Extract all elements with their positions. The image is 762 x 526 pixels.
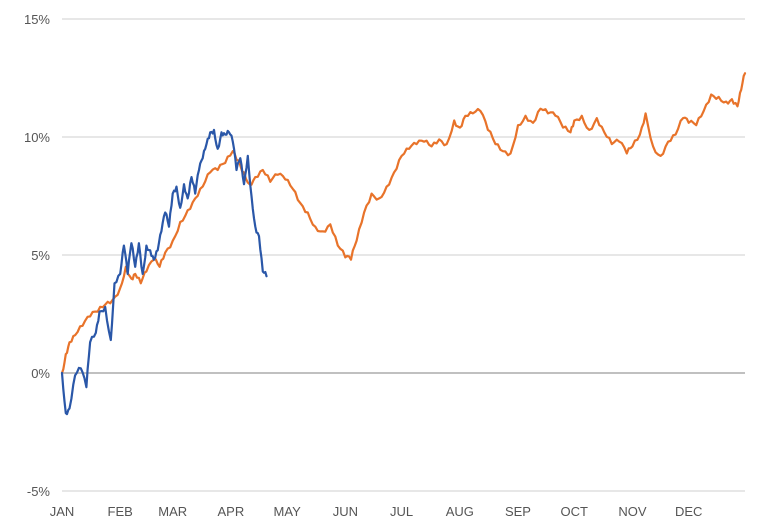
x-tick-label: MAY: [274, 504, 302, 519]
y-tick-label: 5%: [31, 248, 50, 263]
x-axis-ticks: JAN FEB MAR APR MAY JUN JUL AUG SEP OCT NOV DEC: [50, 504, 703, 519]
x-tick-label: SEP: [505, 504, 531, 519]
grid-layer: [62, 18, 745, 492]
x-tick-label: FEB: [108, 504, 133, 519]
x-tick-label: JUL: [390, 504, 413, 519]
series-line-0: [60, 72, 747, 375]
x-tick-label: AUG: [446, 504, 474, 519]
x-tick-label: DEC: [675, 504, 702, 519]
series-layer: [60, 72, 747, 416]
x-tick-label: JUN: [333, 504, 358, 519]
x-tick-label: OCT: [561, 504, 589, 519]
x-tick-label: APR: [218, 504, 245, 519]
y-tick-label: 10%: [24, 130, 50, 145]
x-tick-label: MAR: [158, 504, 187, 519]
y-tick-label: 0%: [31, 366, 50, 381]
x-tick-label: JAN: [50, 504, 75, 519]
y-tick-label: -5%: [27, 484, 51, 499]
y-tick-label: 15%: [24, 12, 50, 27]
series-line-1: [60, 128, 268, 416]
x-tick-label: NOV: [618, 504, 647, 519]
y-axis-ticks: 15% 10% 5% 0% -5%: [24, 12, 50, 499]
